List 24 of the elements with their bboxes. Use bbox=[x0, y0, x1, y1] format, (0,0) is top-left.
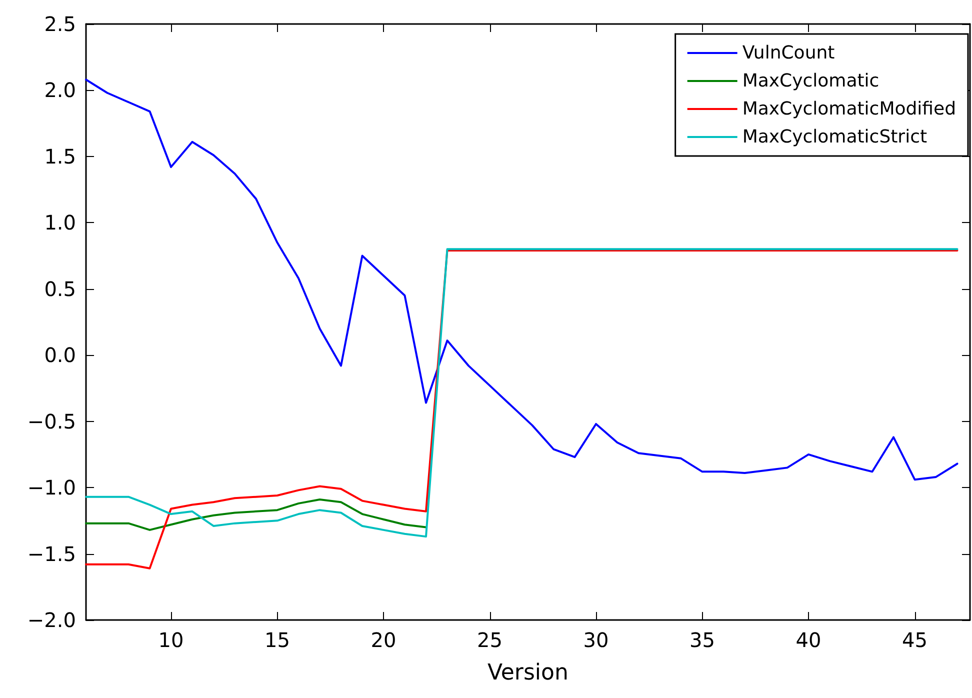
x-tick-label: 25 bbox=[477, 628, 502, 652]
y-tick-label: 1.5 bbox=[44, 144, 76, 168]
x-tick-label: 35 bbox=[690, 628, 715, 652]
y-tick-label: 0.5 bbox=[44, 276, 76, 301]
legend-label: MaxCyclomaticModified bbox=[742, 98, 956, 120]
x-tick-label: 40 bbox=[796, 628, 822, 652]
line-series bbox=[85, 498, 427, 531]
x-tick-label: 10 bbox=[158, 628, 184, 652]
legend-label: VulnCount bbox=[742, 42, 835, 64]
x-tick-label: 20 bbox=[370, 628, 396, 652]
x-tick-label: 30 bbox=[583, 628, 609, 652]
x-axis-title: Version bbox=[488, 660, 568, 686]
y-tick-label: 2.0 bbox=[44, 78, 76, 102]
y-tick-label: −1.0 bbox=[27, 476, 76, 500]
x-tick-label: 15 bbox=[264, 628, 290, 652]
legend-label: MaxCyclomaticStrict bbox=[742, 126, 928, 148]
y-tick-label: 1.0 bbox=[44, 210, 76, 235]
legend-label: MaxCyclomatic bbox=[742, 70, 880, 92]
y-tick-label: −0.5 bbox=[27, 409, 76, 434]
y-tick-label: −1.5 bbox=[27, 542, 76, 566]
y-tick-label: −2.0 bbox=[27, 608, 76, 632]
y-tick-label: 0.0 bbox=[44, 343, 76, 368]
x-tick-label: 45 bbox=[902, 628, 928, 652]
y-tick-label: 2.5 bbox=[44, 12, 76, 36]
